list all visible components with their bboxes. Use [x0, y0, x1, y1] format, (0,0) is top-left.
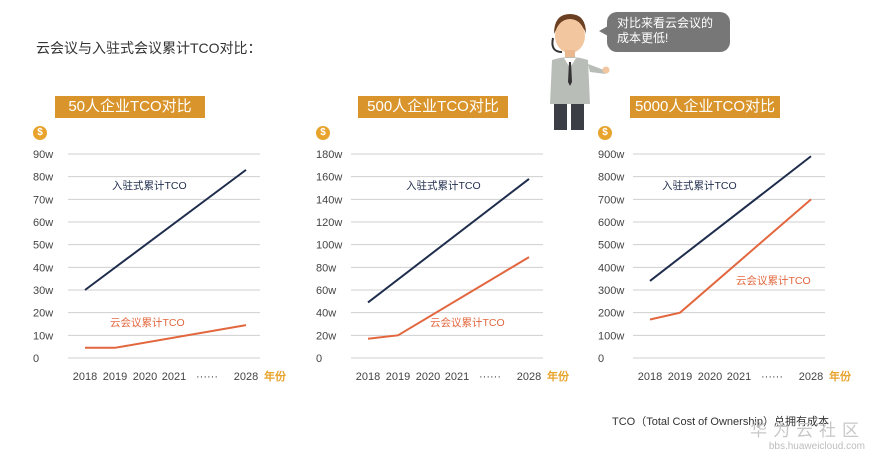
plot-area: 0 20w 40w 60w 80w 100w 120w 140w 160w 180w 2018 201… — [316, 149, 570, 383]
watermark-sub: bbs.huaweicloud.com — [768, 441, 865, 452]
speech-line-2: 成本更低! — [617, 31, 669, 45]
y-tick-label: 90w — [33, 149, 53, 161]
y-tick-label: 160w — [316, 172, 342, 184]
presenter-neck — [565, 50, 575, 58]
presenter-headset — [551, 37, 563, 53]
series-label: 入驻式累计TCO — [406, 179, 481, 192]
series-line-onprem — [84, 169, 247, 291]
x-tick-label: 2028 — [517, 371, 541, 383]
y-tick-label: 40w — [33, 262, 53, 274]
y-tick-label: 0 — [316, 353, 322, 365]
x-tick-label: 2018 — [73, 371, 97, 383]
y-tick-label: 400w — [598, 262, 624, 274]
x-tick-label: 2020 — [416, 371, 440, 383]
x-tick-label: 2018 — [638, 371, 662, 383]
chart-500: 500人企业TCO对比 $ 0 20w 40w 60w 80w 100w 120w 140w 1… — [316, 96, 570, 396]
y-tick-label: 50w — [33, 240, 53, 252]
series-line-onprem — [367, 178, 530, 304]
series-label: 云会议累计TCO — [736, 274, 811, 287]
tco-footnote: TCO（Total Cost of Ownership）总拥有成本 — [612, 416, 829, 428]
presenter-left-leg — [554, 104, 567, 130]
x-tick-label: 2028 — [234, 371, 258, 383]
x-tick-label: 2028 — [799, 371, 823, 383]
y-tick-label: 180w — [316, 149, 342, 161]
series-line-cloud — [649, 198, 812, 321]
dollar-coin-icon: $ — [316, 126, 330, 140]
presenter-hand — [602, 66, 610, 74]
chart-5000: 5000人企业TCO对比 $ 0 100w 200w 300w 400w 500w 600w… — [598, 96, 852, 396]
y-tick-label: 200w — [598, 308, 624, 320]
x-tick-label: ······ — [761, 371, 783, 383]
x-tick-label: 2019 — [103, 371, 127, 383]
y-tick-label: 0 — [33, 353, 39, 365]
x-tick-label: ······ — [479, 371, 501, 383]
y-tick-label: 60w — [316, 285, 336, 297]
y-tick-label: 80w — [316, 262, 336, 274]
series-label: 云会议累计TCO — [430, 316, 505, 329]
y-tick-label: 20w — [33, 308, 53, 320]
y-tick-label: 70w — [33, 194, 53, 206]
presenter-head — [555, 19, 585, 53]
y-tick-label: 10w — [33, 330, 53, 342]
speech-bubble: 对比来看云会议的 成本更低! — [599, 12, 730, 52]
presenter-right-leg — [571, 104, 584, 130]
x-tick-label: 2020 — [133, 371, 157, 383]
series-label: 云会议累计TCO — [110, 316, 185, 329]
series-label: 入驻式累计TCO — [662, 179, 737, 192]
y-tick-label: 600w — [598, 217, 624, 229]
chart-title: 5000人企业TCO对比 — [630, 96, 780, 118]
presenter-illustration — [540, 12, 610, 132]
series-line-cloud — [85, 324, 247, 349]
presenter-tie — [568, 62, 572, 86]
chart-title: 500人企业TCO对比 — [358, 96, 508, 118]
y-tick-label: 120w — [316, 217, 342, 229]
series-label: 入驻式累计TCO — [112, 179, 187, 192]
x-unit-label: 年份 — [547, 369, 570, 383]
x-tick-label: 2018 — [356, 371, 380, 383]
x-tick-label: 2019 — [668, 371, 692, 383]
dollar-coin-icon: $ — [598, 126, 612, 140]
watermark-main: 华为云社区 — [750, 421, 865, 440]
y-tick-label: 80w — [33, 172, 53, 184]
x-tick-label: 2020 — [698, 371, 722, 383]
y-tick-label: 30w — [33, 285, 53, 297]
x-unit-label: 年份 — [829, 369, 852, 383]
y-tick-label: 60w — [33, 217, 53, 229]
x-tick-label: 2021 — [445, 371, 469, 383]
y-tick-label: 800w — [598, 172, 624, 184]
presenter-arm — [588, 64, 606, 74]
x-tick-label: 2019 — [386, 371, 410, 383]
speech-line-1: 对比来看云会议的 — [617, 16, 714, 30]
y-tick-label: 500w — [598, 240, 624, 252]
watermark: 华为云社区 bbs.huaweicloud.com — [740, 416, 865, 452]
x-unit-label: 年份 — [264, 369, 287, 383]
dollar-coin-icon: $ — [33, 126, 47, 140]
y-tick-label: 140w — [316, 194, 342, 206]
series-line-onprem — [649, 155, 812, 282]
y-tick-label: 100w — [316, 240, 342, 252]
x-tick-label: 2021 — [162, 371, 186, 383]
y-tick-label: 20w — [316, 330, 336, 342]
y-tick-label: 40w — [316, 308, 336, 320]
plot-area: 0 100w 200w 300w 400w 500w 600w 700w 800w 900w 201… — [598, 149, 852, 383]
plot-area: 0 10w 20w 30w 40w 50w 60w 70w 80w 90w 2018 2019 2020… — [33, 149, 287, 383]
y-tick-label: 300w — [598, 285, 624, 297]
y-tick-label: 0 — [598, 353, 604, 365]
page-title: 云会议与入驻式会议累计TCO对比： — [36, 40, 262, 56]
y-tick-label: 900w — [598, 149, 624, 161]
chart-50: 50人企业TCO对比 $ 0 10w 20w 30w 40w 50w 60w 70w 80w 90… — [33, 96, 287, 396]
y-tick-label: 700w — [598, 194, 624, 206]
chart-title: 50人企业TCO对比 — [55, 96, 205, 118]
y-tick-label: 100w — [598, 330, 624, 342]
x-tick-label: ······ — [196, 371, 218, 383]
series-line-cloud — [367, 256, 530, 340]
x-tick-label: 2021 — [727, 371, 751, 383]
